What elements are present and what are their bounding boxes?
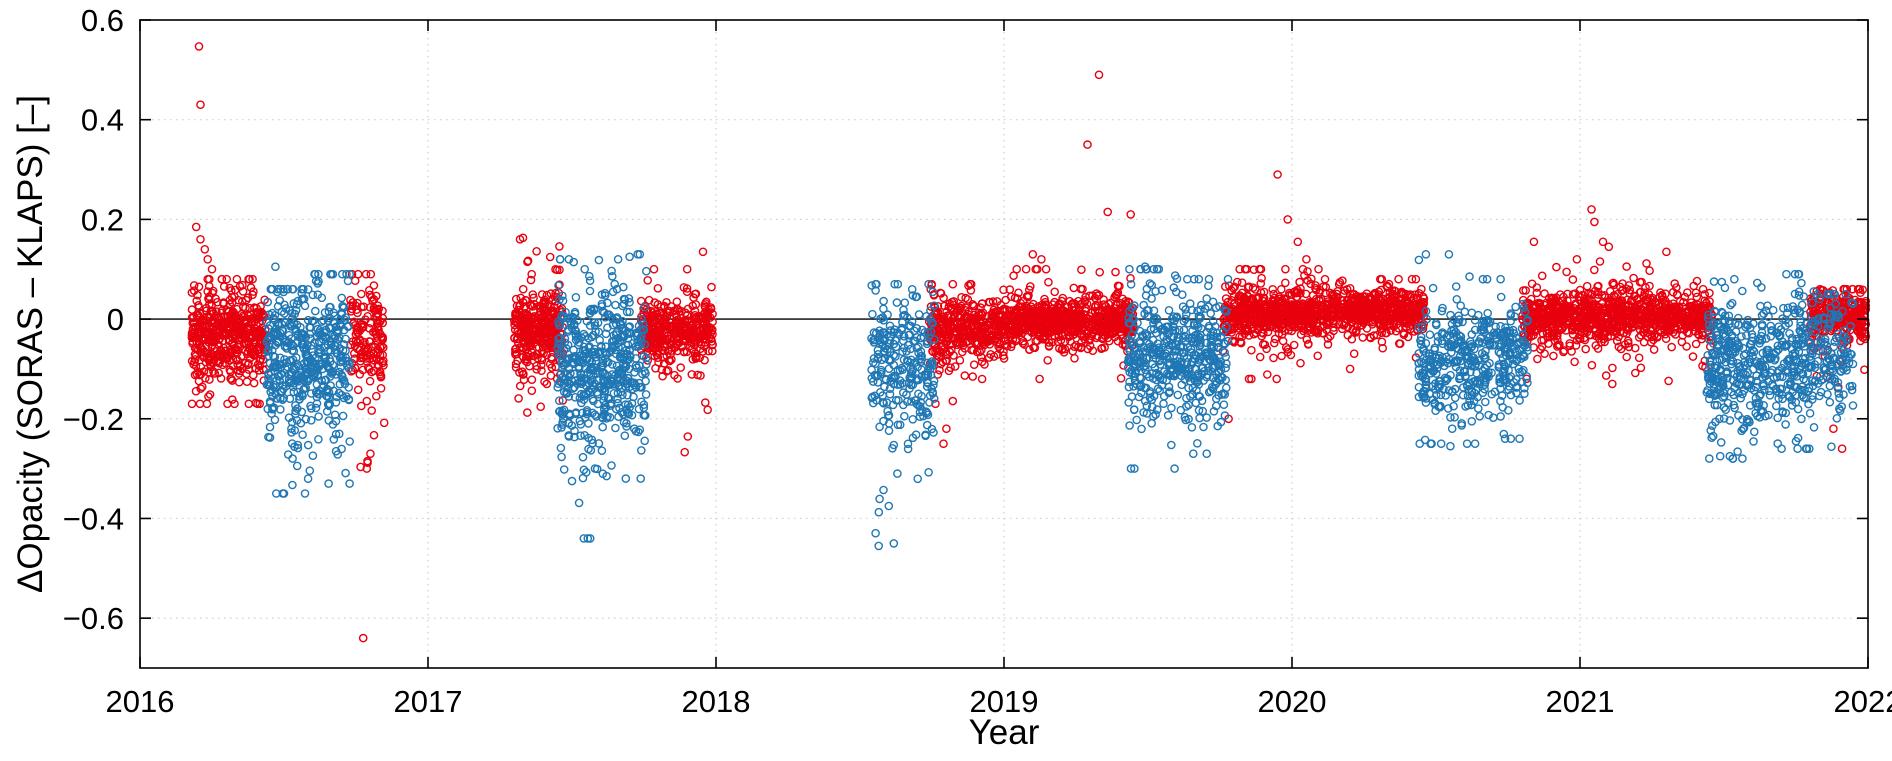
y-tick-label: 0.4 xyxy=(81,103,124,138)
y-axis-label: ΔOpacity (SORAS – KLAPS) [–] xyxy=(11,95,50,593)
x-tick-label: 2021 xyxy=(1546,684,1615,719)
y-tick-label: −0.4 xyxy=(63,501,124,536)
x-tick-label: 2022 xyxy=(1834,684,1892,719)
y-tick-label: 0.2 xyxy=(81,202,124,237)
series-red-points xyxy=(188,43,1869,642)
y-tick-label: 0 xyxy=(107,302,124,337)
y-tick-label: −0.2 xyxy=(63,402,124,437)
x-tick-label: 2020 xyxy=(1258,684,1327,719)
y-tick-label: 0.6 xyxy=(81,3,124,38)
x-axis-label: Year xyxy=(969,713,1040,752)
x-tick-label: 2016 xyxy=(106,684,175,719)
x-tick-label: 2018 xyxy=(682,684,751,719)
x-tick-label: 2017 xyxy=(394,684,463,719)
y-tick-label: −0.6 xyxy=(63,601,124,636)
